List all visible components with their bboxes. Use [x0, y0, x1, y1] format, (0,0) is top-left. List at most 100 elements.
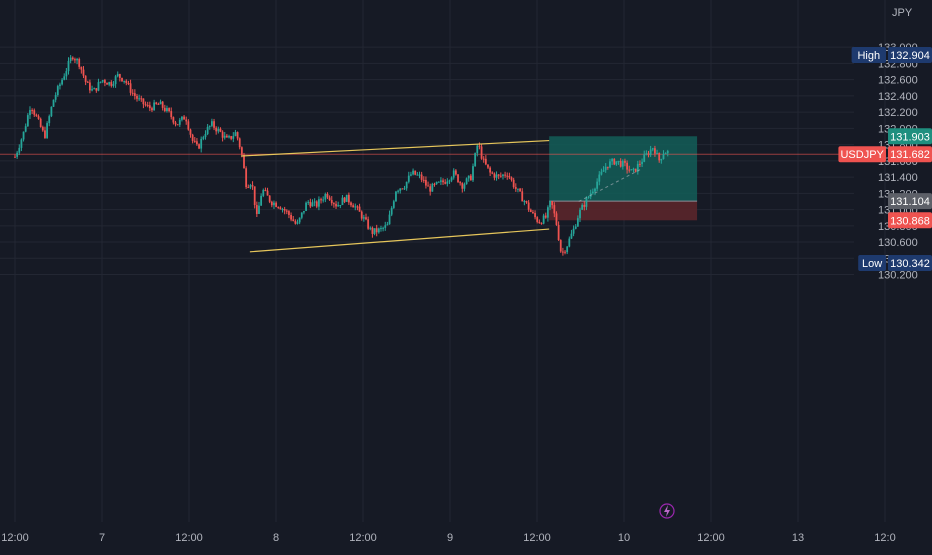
candle-body	[454, 170, 457, 175]
x-tick-label: 9	[447, 532, 453, 544]
candle-body	[654, 148, 656, 154]
candle-body	[260, 195, 263, 206]
low-tag-text: Low	[862, 258, 882, 270]
candle-body	[219, 128, 222, 132]
candle-body	[390, 207, 393, 215]
candle-body	[174, 122, 177, 125]
candle-body	[418, 174, 421, 176]
candle-body	[155, 102, 158, 104]
candle-body	[170, 111, 173, 118]
stop-price-text: 130.868	[890, 215, 930, 227]
candle-body	[283, 209, 286, 211]
candle-body	[234, 132, 237, 137]
candle-body	[510, 177, 513, 180]
candle-body	[59, 84, 61, 87]
candle-body	[279, 207, 282, 210]
x-tick-label: 8	[273, 532, 279, 544]
candle-body	[153, 102, 156, 111]
x-tick-label: 13	[792, 532, 804, 544]
candle-body	[37, 116, 40, 119]
y-tick-label: 132.200	[878, 107, 918, 119]
candle-body	[121, 77, 123, 82]
candle-body	[532, 211, 534, 214]
candle-body	[572, 228, 575, 234]
candle-body	[626, 162, 628, 170]
candle-body	[544, 215, 547, 218]
y-tick-label: 130.600	[878, 237, 918, 249]
candle-body	[123, 80, 126, 82]
x-tick-label: 12:00	[1, 532, 29, 544]
candle-body	[71, 57, 74, 60]
candle-body	[223, 135, 226, 138]
candle-body	[292, 219, 295, 221]
candle-body	[596, 181, 599, 189]
candle-body	[303, 210, 305, 213]
candle-body	[213, 121, 215, 128]
candle-body	[446, 181, 449, 184]
candle-body	[277, 206, 280, 208]
candle-body	[20, 139, 23, 148]
x-tick-label: 12:00	[175, 532, 203, 544]
candle-body	[337, 205, 340, 207]
candle-body	[247, 187, 250, 189]
low-price-text: 130.342	[890, 258, 930, 270]
candle-body	[131, 92, 134, 94]
candle-body	[151, 108, 153, 111]
candle-body	[403, 188, 406, 190]
candle-body	[407, 175, 410, 182]
candle-body	[91, 89, 93, 91]
candle-body	[243, 154, 245, 169]
candle-body	[22, 131, 25, 140]
candle-body	[106, 82, 108, 85]
candle-body	[630, 169, 633, 171]
candle-body	[311, 202, 314, 207]
candle-body	[602, 170, 605, 172]
candle-body	[425, 179, 427, 186]
candle-body	[416, 174, 419, 176]
candle-body	[300, 212, 303, 218]
candle-body	[315, 201, 318, 207]
candle-body	[63, 76, 66, 80]
candle-body	[127, 83, 130, 85]
candle-body	[189, 129, 192, 135]
candle-body	[502, 174, 504, 177]
candle-body	[660, 159, 663, 161]
candle-body	[268, 195, 271, 202]
candle-body	[587, 196, 590, 198]
channel-lower-line	[249, 228, 550, 253]
lightning-glyph-icon	[664, 505, 670, 517]
candle-body	[232, 136, 235, 139]
candle-body	[54, 95, 57, 100]
high-price-text: 132.904	[890, 50, 930, 62]
high-tag-label	[851, 46, 886, 63]
candle-body	[613, 158, 616, 165]
candle-body	[50, 106, 53, 117]
candle-body	[74, 59, 76, 61]
candle-body	[324, 193, 327, 200]
candle-body	[18, 147, 21, 153]
candle-body	[196, 141, 198, 145]
current-price-text: 131.682	[890, 149, 930, 161]
candle-body	[467, 175, 470, 179]
candle-body	[636, 163, 639, 172]
candle-body	[641, 161, 643, 165]
candle-body	[172, 117, 175, 123]
current-tag-text: USDJPY	[840, 149, 884, 161]
x-tick-label: 10	[618, 532, 630, 544]
candle-body	[450, 177, 453, 181]
candle-body	[215, 127, 218, 132]
candle-body	[125, 80, 128, 84]
candle-body	[322, 199, 325, 201]
candle-body	[365, 217, 367, 220]
candle-body	[549, 201, 551, 208]
candle-body	[80, 66, 83, 70]
candle-body	[198, 144, 200, 149]
candle-body	[504, 174, 507, 176]
candle-body	[99, 81, 102, 83]
candle-body	[108, 82, 111, 85]
candle-body	[431, 183, 434, 192]
candle-body	[33, 110, 36, 115]
candle-body	[405, 181, 408, 189]
